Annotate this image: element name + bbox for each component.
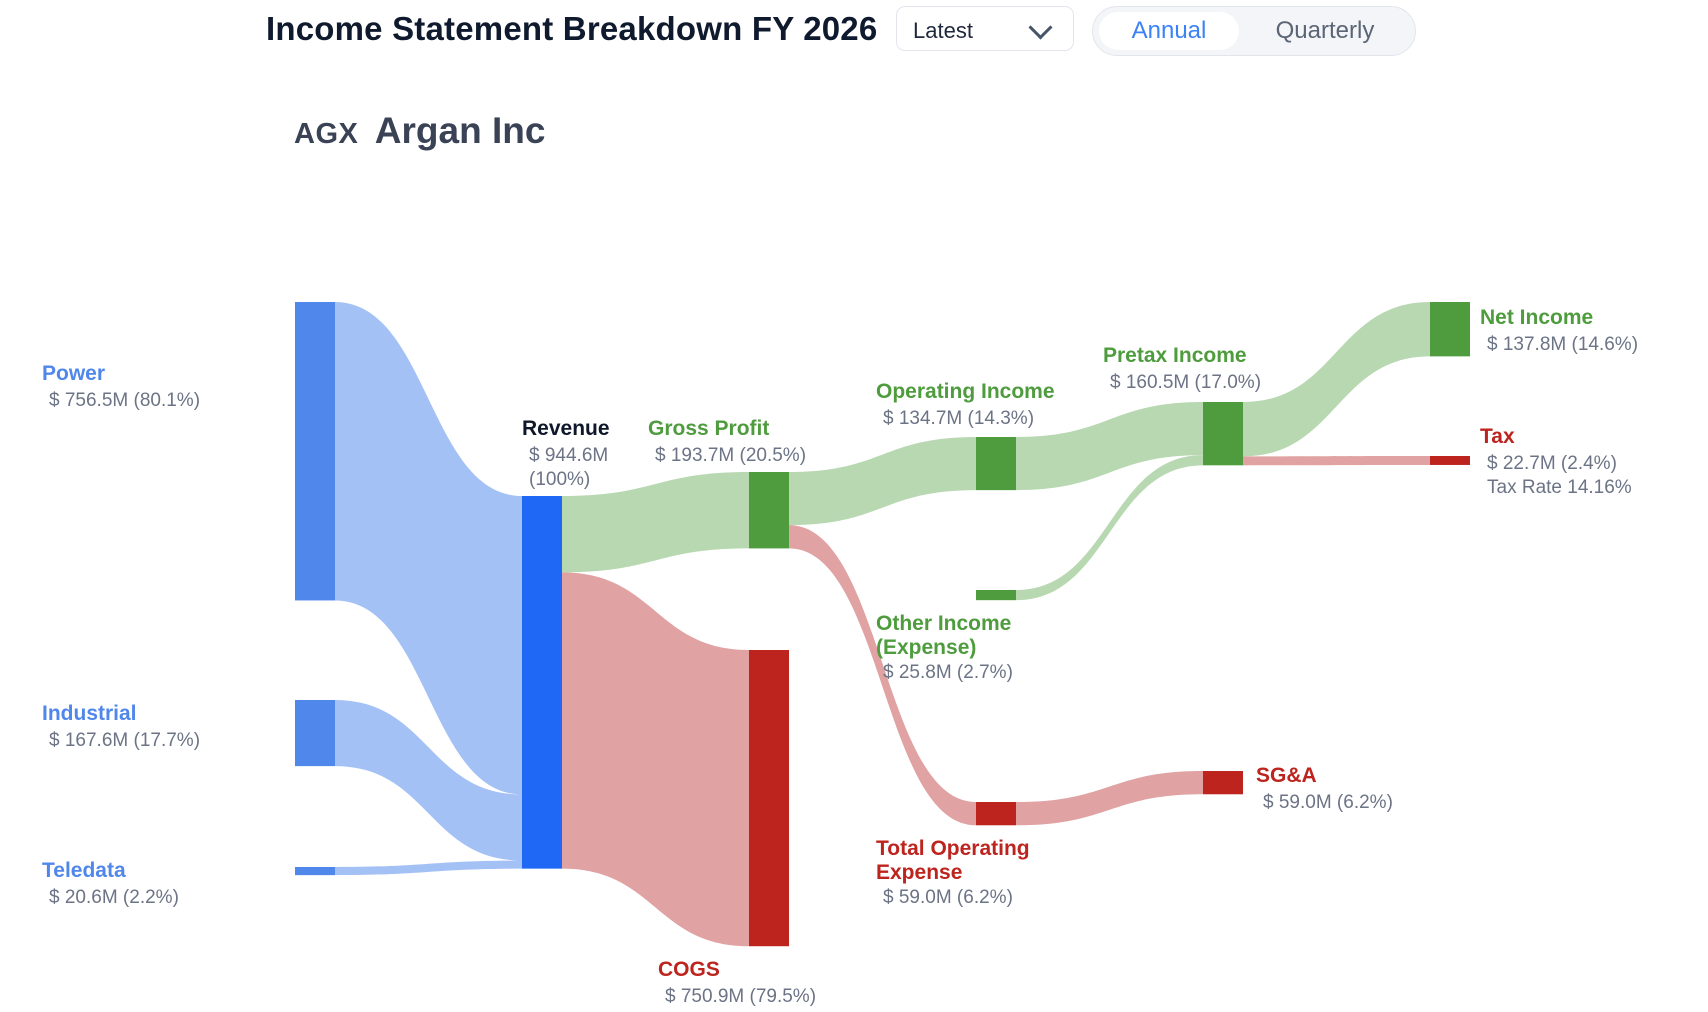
sankey-link-industrial-to-revenue[interactable] [335, 700, 522, 861]
sankey-node-sga[interactable] [1203, 771, 1243, 795]
sankey-node-total-opex[interactable] [976, 802, 1016, 826]
sankey-node-revenue[interactable] [522, 496, 562, 869]
sankey-link-operating-income-to-pretax-income[interactable] [1016, 402, 1203, 491]
node-label-cogs: COGS [658, 958, 720, 981]
node-label-teledata: Teledata [42, 859, 126, 882]
toggle-annual[interactable]: Annual [1099, 12, 1239, 50]
node-label-pretax-income: Pretax Income [1103, 344, 1247, 367]
sankey-node-cogs[interactable] [749, 650, 789, 947]
period-select[interactable]: Latest [896, 6, 1074, 51]
header: Income Statement Breakdown FY 2026 Lates… [0, 0, 1708, 70]
node-label-other-income: Other Income [876, 612, 1011, 635]
node-value-net-income: $ 137.8M (14.6%) [1487, 334, 1638, 355]
sankey-node-industrial[interactable] [295, 700, 335, 767]
sankey-link-power-to-revenue[interactable] [335, 302, 522, 795]
sankey-link-revenue-to-cogs[interactable] [562, 572, 749, 947]
node-value2-revenue: (100%) [529, 469, 590, 490]
node-label-industrial: Industrial [42, 702, 137, 725]
node-label-other-income: (Expense) [876, 636, 976, 659]
node-value-industrial: $ 167.6M (17.7%) [49, 730, 200, 751]
sankey-link-other-income-to-pretax-income[interactable] [1016, 455, 1203, 601]
sankey-link-pretax-income-to-net-income[interactable] [1243, 302, 1430, 457]
node-value-sga: $ 59.0M (6.2%) [1263, 792, 1393, 813]
sankey-node-gross-profit[interactable] [749, 472, 789, 549]
node-value-power: $ 756.5M (80.1%) [49, 390, 200, 411]
toggle-quarterly[interactable]: Quarterly [1275, 17, 1375, 44]
node-value2-tax: Tax Rate 14.16% [1487, 477, 1632, 498]
node-value-tax: $ 22.7M (2.4%) [1487, 453, 1617, 474]
node-value-total-opex: $ 59.0M (6.2%) [883, 887, 1013, 908]
page-title: Income Statement Breakdown FY 2026 [266, 10, 878, 47]
node-value-other-income: $ 25.8M (2.7%) [883, 662, 1013, 683]
node-value-gross-profit: $ 193.7M (20.5%) [655, 445, 806, 466]
sankey-link-total-opex-to-sga[interactable] [1016, 771, 1203, 826]
sankey-link-gross-profit-to-total-opex[interactable] [789, 525, 976, 826]
node-value-operating-income: $ 134.7M (14.3%) [883, 408, 1034, 429]
node-value-teledata: $ 20.6M (2.2%) [49, 887, 179, 908]
sankey-node-operating-income[interactable] [976, 437, 1016, 491]
node-label-net-income: Net Income [1480, 306, 1593, 329]
sankey-node-tax[interactable] [1430, 456, 1470, 465]
sankey-links [335, 302, 1430, 947]
node-label-tax: Tax [1480, 425, 1515, 448]
node-label-gross-profit: Gross Profit [648, 417, 769, 440]
sankey-link-pretax-income-to-tax[interactable] [1243, 456, 1430, 466]
sankey-nodes [295, 302, 1470, 947]
company-name: Argan Inc [374, 110, 546, 151]
node-label-operating-income: Operating Income [876, 380, 1055, 403]
node-value-pretax-income: $ 160.5M (17.0%) [1110, 372, 1261, 393]
sankey-link-revenue-to-gross-profit[interactable] [562, 472, 749, 573]
company-heading: AGX Argan Inc [294, 110, 545, 152]
sankey-node-pretax-income[interactable] [1203, 402, 1243, 466]
sankey-link-teledata-to-revenue[interactable] [335, 860, 522, 876]
node-label-revenue: Revenue [522, 417, 610, 440]
node-value-revenue: $ 944.6M [529, 445, 608, 466]
sankey-labels: Power $ 756.5M (80.1%) Industrial $ 167.6M … [42, 306, 1638, 1007]
sankey-node-net-income[interactable] [1430, 302, 1470, 357]
sankey-node-teledata[interactable] [295, 867, 335, 876]
node-label-sga: SG&A [1256, 764, 1317, 787]
period-select-value: Latest [913, 18, 973, 43]
sankey-node-other-income[interactable] [976, 590, 1016, 601]
node-label-total-opex: Total Operating [876, 837, 1030, 860]
node-label-total-opex: Expense [876, 861, 962, 884]
node-value-cogs: $ 750.9M (79.5%) [665, 986, 816, 1007]
node-label-power: Power [42, 362, 105, 385]
sankey-node-power[interactable] [295, 302, 335, 601]
ticker-symbol: AGX [294, 118, 359, 150]
view-toggle: Annual Quarterly [1092, 6, 1416, 56]
sankey-link-gross-profit-to-operating-income[interactable] [789, 437, 976, 526]
